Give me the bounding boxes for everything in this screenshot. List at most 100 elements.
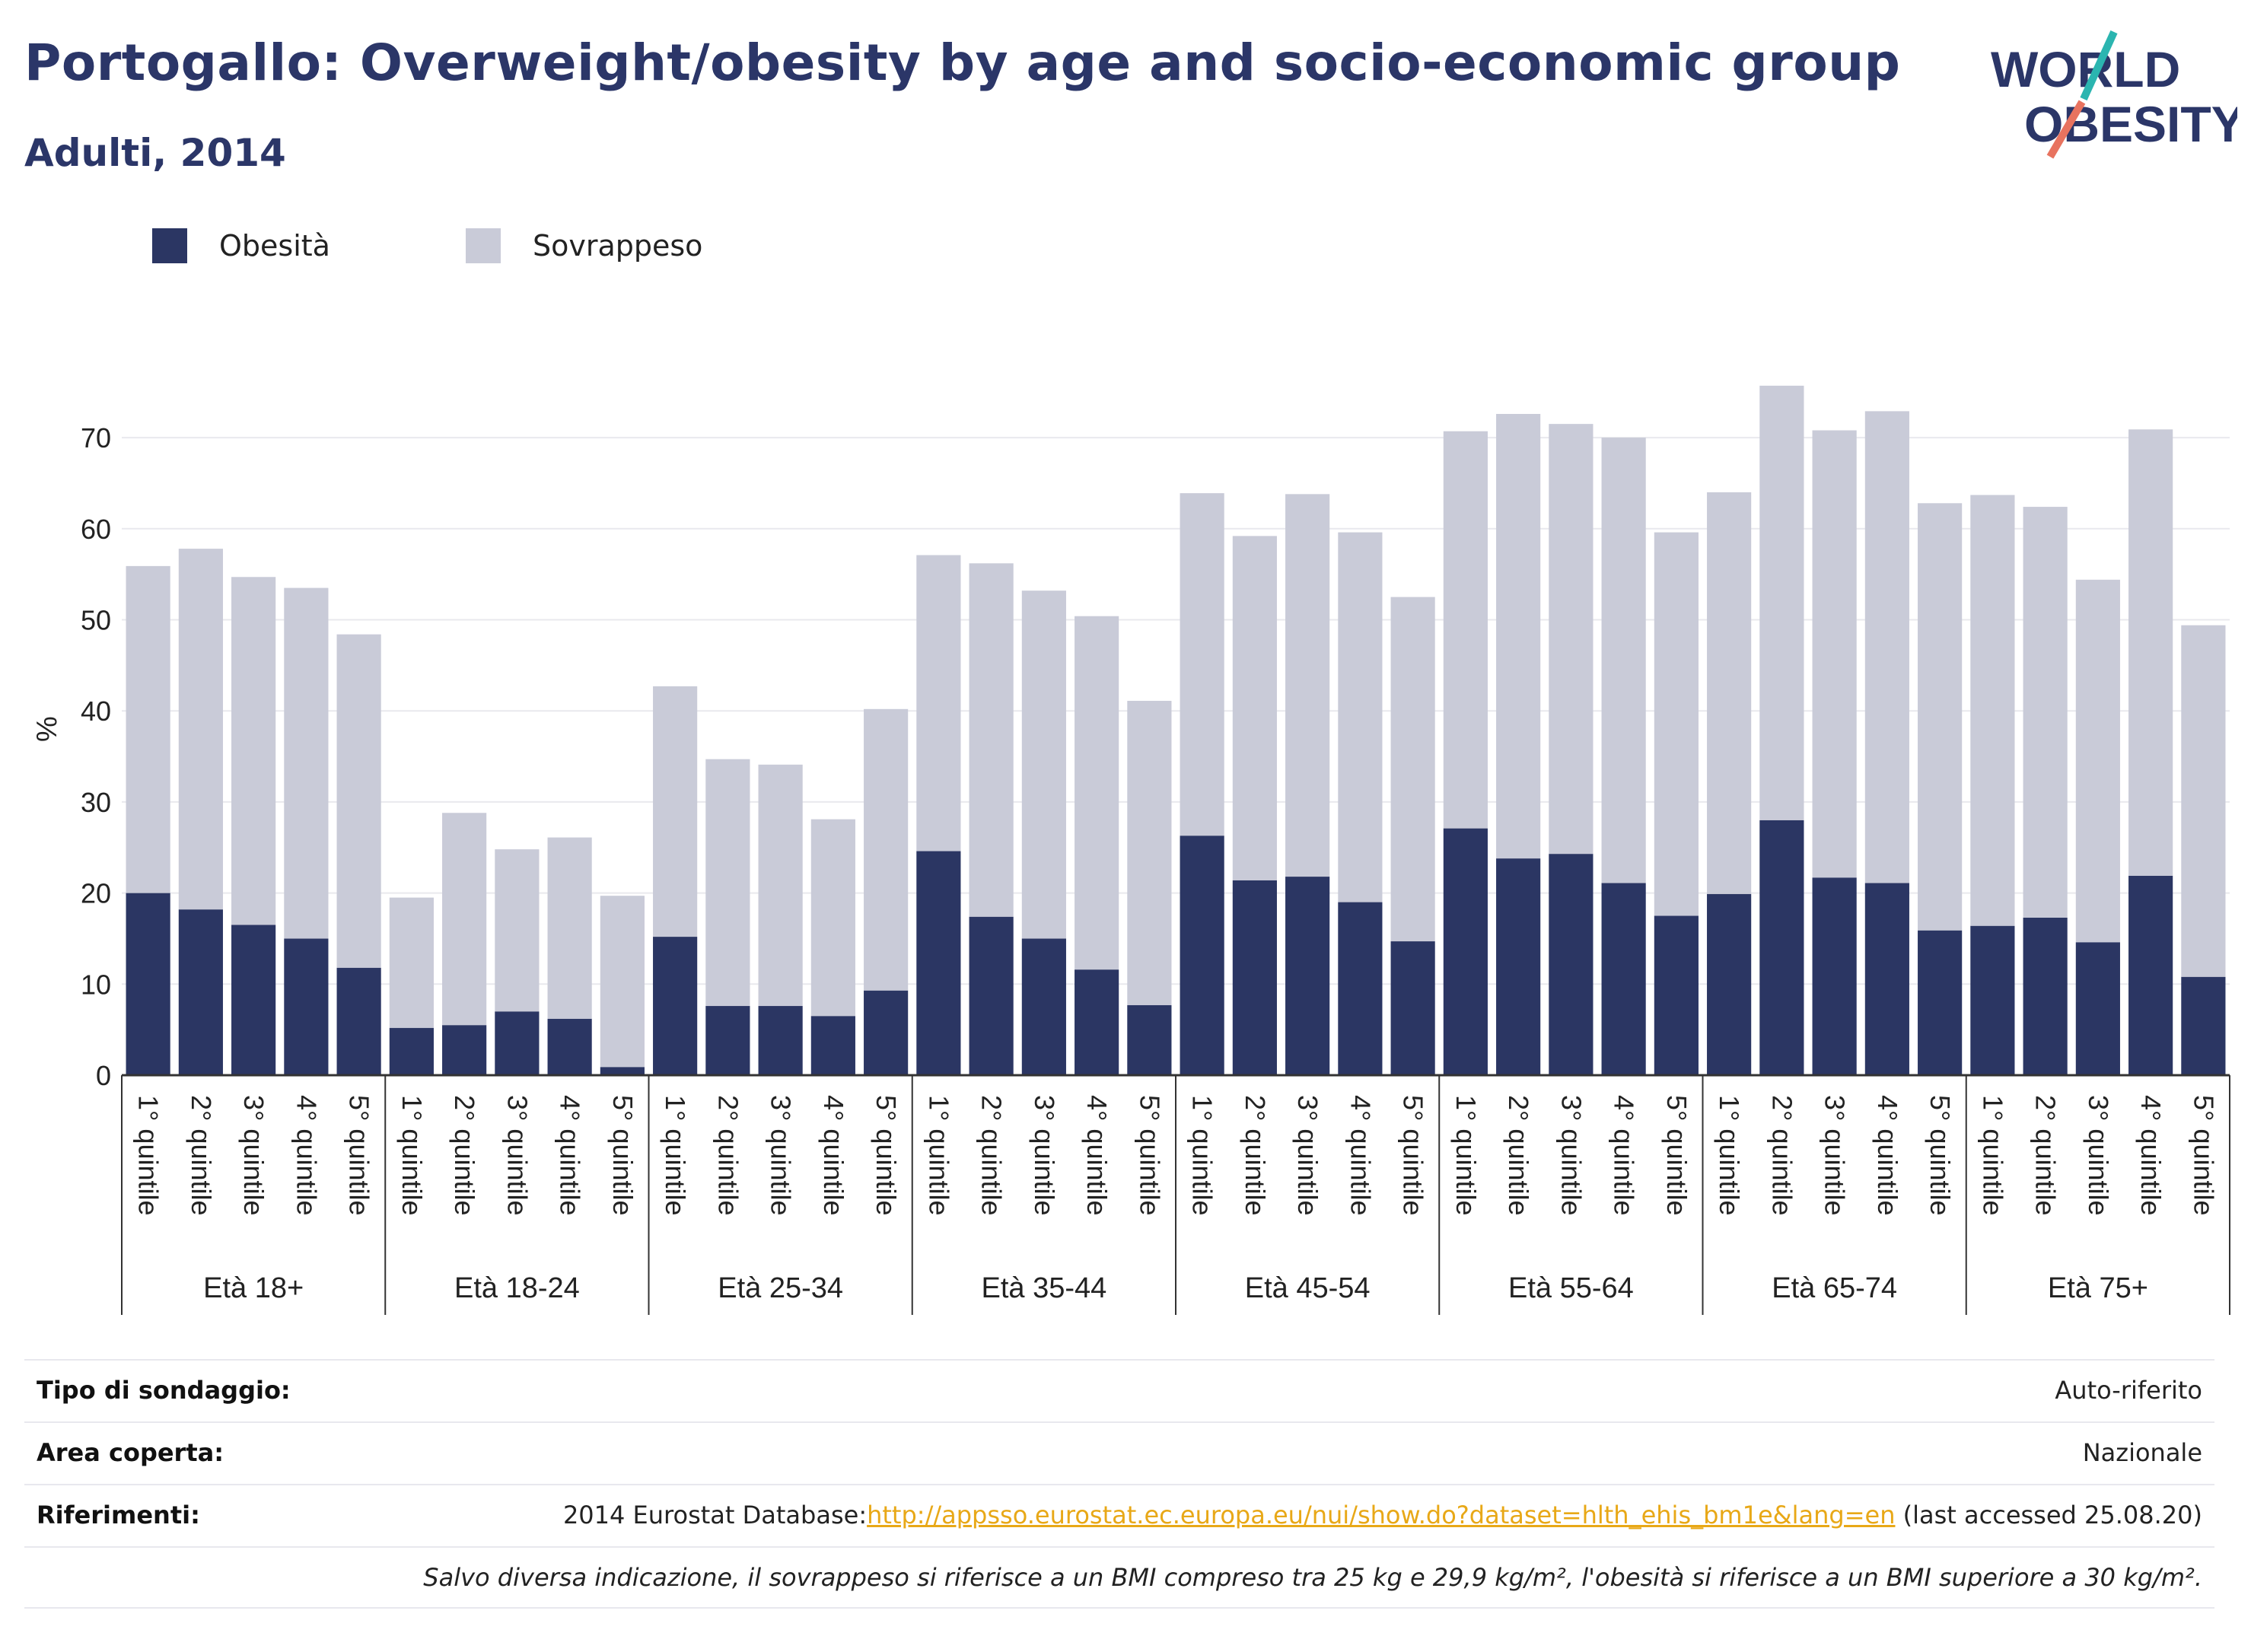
x-tick-label: 4° quintile [291, 1095, 322, 1216]
y-tick-label: 70 [81, 422, 111, 454]
bar-overweight: Sovrappeso: 38.2 [231, 577, 276, 925]
bar-obesity: Obesità: 7.6 [758, 1006, 803, 1075]
bar-obesity: Obesità: 15 [1021, 938, 1066, 1075]
x-tick-label: 5° quintile [344, 1095, 375, 1216]
group-label: Età 55-64 [1508, 1272, 1634, 1304]
bar-obesity: Obesità: 21.4 [1232, 880, 1277, 1075]
references-suffix: (last accessed 25.08.20) [1895, 1501, 2202, 1529]
x-tick-label: 2° quintile [712, 1095, 743, 1216]
x-tick-label: 5° quintile [1661, 1095, 1692, 1216]
legend-item-obesity: Obesità [152, 228, 330, 263]
x-tick-label: 1° quintile [923, 1095, 954, 1216]
bar-obesity: Obesità: 15.2 [653, 937, 698, 1075]
x-tick-label: 1° quintile [133, 1095, 164, 1216]
references-link[interactable]: http://appsso.eurostat.ec.europa.eu/nui/… [867, 1501, 1896, 1529]
area-value: Nazionale [2082, 1438, 2202, 1467]
bar-obesity: Obesità: 7.6 [705, 1006, 750, 1075]
x-tick-label: 3° quintile [2083, 1095, 2114, 1216]
x-tick-label: 1° quintile [1977, 1095, 2008, 1216]
group-label: Età 35-44 [981, 1272, 1106, 1304]
bar-overweight: Sovrappeso: 48.8 [1496, 413, 1541, 859]
bar-overweight: Sovrappeso: 26.5 [758, 764, 803, 1007]
bar-obesity: Obesità: 26.3 [1180, 836, 1224, 1075]
x-tick-label: 3° quintile [238, 1095, 269, 1216]
logo-slash-teal [2080, 30, 2118, 101]
bar-overweight: Sovrappeso: 37.8 [1390, 597, 1435, 942]
bar-obesity: Obesità: 16.5 [231, 925, 276, 1075]
x-tick-label: 5° quintile [871, 1095, 902, 1216]
x-tick-label: 4° quintile [1081, 1095, 1113, 1216]
x-tick-label: 3° quintile [766, 1095, 797, 1216]
bar-overweight: Sovrappeso: 42.1 [1654, 532, 1699, 916]
y-tick-label: 0 [96, 1060, 111, 1091]
references-prefix: 2014 Eurostat Database: [562, 1501, 868, 1529]
bar-overweight: Sovrappeso: 45.1 [2023, 507, 2068, 918]
bar-overweight: Sovrappeso: 42 [1285, 494, 1330, 877]
bar-overweight: Sovrappeso: 38.6 [2181, 625, 2226, 977]
bar-obesity: Obesità: 21.1 [1601, 883, 1646, 1075]
x-tick-label: 3° quintile [1555, 1095, 1587, 1216]
y-tick-label: 30 [81, 787, 111, 818]
bar-obesity: Obesità: 11.8 [336, 967, 381, 1075]
bar-overweight: Sovrappeso: 18.8 [600, 896, 645, 1068]
bar-obesity: Obesità: 19 [1338, 902, 1383, 1075]
bar-obesity: Obesità: 19.9 [1707, 893, 1752, 1075]
bar-obesity: Obesità: 11.6 [1075, 969, 1119, 1075]
bar-obesity: Obesità: 5.5 [442, 1025, 487, 1075]
x-tick-label: 1° quintile [1187, 1095, 1218, 1216]
references-label: Riferimenti: [37, 1501, 200, 1529]
group-label: Età 18-24 [454, 1272, 580, 1304]
bar-obesity: Obesità: 20 [126, 893, 170, 1075]
bar-obesity: Obesità: 18.2 [178, 909, 223, 1075]
bar-overweight: Sovrappeso: 23.3 [442, 813, 487, 1026]
bar-overweight: Sovrappeso: 44.1 [1707, 492, 1752, 894]
legend-label-obesity: Obesità [219, 229, 330, 263]
bar-overweight: Sovrappeso: 51.8 [1864, 411, 1909, 883]
y-tick-label: 40 [81, 695, 111, 727]
legend-swatch-obesity [152, 228, 187, 263]
info-row-references: Riferimenti: 2014 Eurostat Database:http… [24, 1484, 2214, 1546]
bar-obesity: Obesità: 23.8 [1496, 858, 1541, 1075]
x-tick-label: 2° quintile [1503, 1095, 1534, 1216]
bar-obesity: Obesità: 14.6 [2075, 942, 2120, 1075]
x-tick-label: 3° quintile [1029, 1095, 1060, 1216]
bar-overweight: Sovrappeso: 39.6 [178, 549, 223, 910]
info-row-survey-type: Tipo di sondaggio: Auto-riferito [24, 1359, 2214, 1421]
bar-obesity: Obesità: 24.3 [1549, 854, 1594, 1075]
x-tick-label: 5° quintile [1134, 1095, 1165, 1216]
x-tick-label: 3° quintile [501, 1095, 533, 1216]
bar-overweight: Sovrappeso: 40.6 [1338, 532, 1383, 902]
bar-overweight: Sovrappeso: 21.6 [810, 819, 855, 1017]
x-tick-label: 2° quintile [2030, 1095, 2062, 1216]
bar-overweight: Sovrappeso: 27.5 [653, 686, 698, 937]
group-label: Età 45-54 [1245, 1272, 1371, 1304]
bar-overweight: Sovrappeso: 37.8 [1232, 536, 1277, 880]
x-tick-label: 2° quintile [976, 1095, 1008, 1216]
bar-obesity: Obesità: 21.9 [2128, 875, 2173, 1075]
info-table: Tipo di sondaggio: Auto-riferito Area co… [24, 1359, 2214, 1609]
bar-overweight: Sovrappeso: 47.7 [1759, 385, 1804, 820]
bmi-note: Salvo diversa indicazione, il sovrappeso… [423, 1563, 2202, 1592]
bar-obesity: Obesità: 28 [1759, 820, 1804, 1075]
bar-overweight: Sovrappeso: 33.4 [1127, 701, 1172, 1005]
logo-slash-coral [2046, 100, 2086, 159]
x-tick-label: 3° quintile [1292, 1095, 1323, 1216]
y-tick-label: 10 [81, 969, 111, 1000]
x-tick-label: 1° quintile [1450, 1095, 1482, 1216]
x-tick-label: 4° quintile [1609, 1095, 1640, 1216]
bar-overweight: Sovrappeso: 36.6 [336, 634, 381, 968]
x-tick-label: 2° quintile [1766, 1095, 1797, 1216]
bar-overweight: Sovrappeso: 38.8 [969, 563, 1014, 917]
legend-swatch-overweight [466, 228, 501, 263]
bar-obesity: Obesità: 10.8 [2181, 976, 2226, 1075]
bar-overweight: Sovrappeso: 35.9 [126, 565, 170, 893]
bar-obesity: Obesità: 21.7 [1812, 877, 1857, 1075]
x-tick-label: 1° quintile [660, 1095, 691, 1216]
bar-overweight: Sovrappeso: 37.6 [1180, 493, 1224, 836]
y-axis-title: % [31, 716, 63, 742]
x-tick-label: 4° quintile [1872, 1095, 1903, 1216]
bar-overweight: Sovrappeso: 17.8 [495, 849, 540, 1012]
bar-overweight: Sovrappeso: 38.5 [284, 587, 329, 939]
x-tick-label: 1° quintile [396, 1095, 428, 1216]
